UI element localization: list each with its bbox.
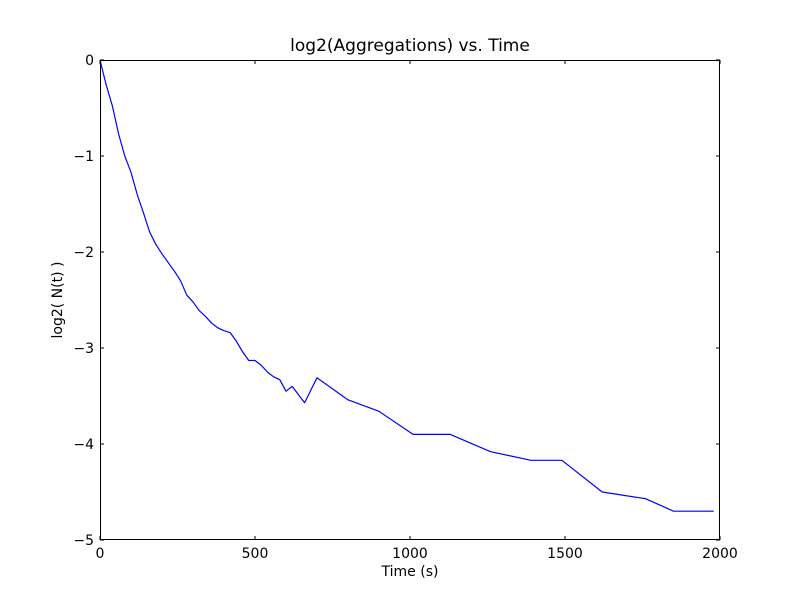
y-axis-label: log2( N(t) ) [50, 262, 66, 339]
y-tick-label-2: −2 [73, 245, 94, 261]
series-layer [99, 59, 714, 512]
tick-layer: 0 500 1000 1500 2000 0 −1 −2 −3 −4 −5 [73, 53, 737, 562]
x-tick-label-1: 500 [242, 546, 269, 562]
x-tick-label-3: 1500 [547, 546, 583, 562]
plot-area [100, 60, 720, 540]
y-tick-label-5: −5 [73, 533, 94, 549]
y-tick-label-0: 0 [85, 53, 94, 69]
y-tick-label-3: −3 [73, 341, 94, 357]
y-tick-label-1: −1 [73, 149, 94, 165]
y-tick-label-4: −4 [73, 437, 94, 453]
x-axis-label: Time (s) [381, 564, 439, 580]
series-line-0 [99, 59, 714, 512]
x-tick-label-0: 0 [96, 546, 105, 562]
x-tick-label-4: 2000 [702, 546, 738, 562]
x-tick-label-2: 1000 [392, 546, 428, 562]
chart-title: log2(Aggregations) vs. Time [290, 36, 530, 56]
